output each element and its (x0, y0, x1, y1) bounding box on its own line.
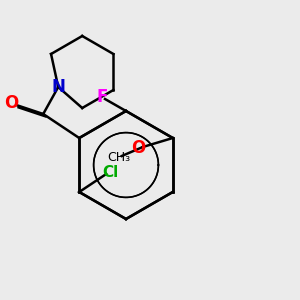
Text: F: F (96, 88, 108, 106)
Text: Cl: Cl (103, 165, 119, 180)
Text: O: O (4, 94, 19, 112)
Text: O: O (131, 140, 146, 158)
Text: N: N (51, 78, 65, 96)
Text: CH₃: CH₃ (107, 151, 130, 164)
